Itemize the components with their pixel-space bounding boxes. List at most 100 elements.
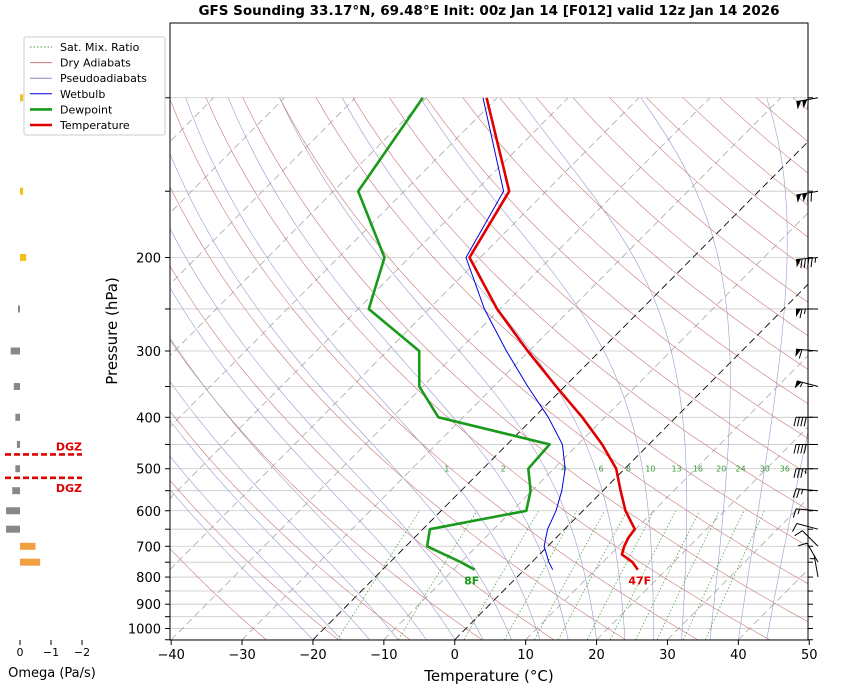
mixing-ratio-line — [534, 510, 606, 640]
x-tick-label: 50 — [801, 648, 818, 663]
x-tick-label: 40 — [730, 648, 747, 663]
dry-adiabat — [279, 97, 808, 584]
barb-flag — [795, 349, 802, 358]
axis-layer: 47F8F−40−30−20−1001020304050100200300400… — [128, 22, 818, 663]
omega-bar — [18, 305, 20, 313]
barb-staff — [796, 380, 819, 387]
mixing-ratio-label: 36 — [780, 465, 790, 474]
mixing-ratio-label: 16 — [693, 465, 703, 474]
isotherm-line — [0, 98, 72, 640]
mixing-ratio-line — [463, 510, 539, 640]
barb-full — [796, 417, 800, 427]
barb-flag — [796, 100, 802, 110]
chart-title: GFS Sounding 33.17°N, 69.48°E Init: 00z … — [198, 3, 779, 19]
barb-full — [807, 258, 810, 268]
barb-flag — [802, 193, 808, 202]
omega-bar — [15, 413, 20, 421]
legend-label: Sat. Mix. Ratio — [60, 41, 140, 54]
pseudoadiabat — [738, 97, 788, 640]
omega-bar — [16, 440, 20, 448]
barb-full — [792, 508, 797, 518]
wind-barb — [792, 523, 819, 532]
y-tick-label: 1000 — [128, 622, 161, 637]
surface-temp-label: 47F — [628, 575, 651, 588]
pseudoadiabat — [518, 97, 688, 640]
barb-full — [798, 349, 803, 359]
mixing-ratio-label: 10 — [645, 465, 655, 474]
dewpoint-line — [356, 97, 551, 571]
legend-label: Dewpoint — [60, 103, 113, 116]
dry-adiabat — [315, 97, 808, 547]
barb-full — [800, 468, 804, 478]
mixing-ratio-label: 30 — [760, 465, 770, 474]
legend-label: Temperature — [59, 119, 130, 132]
pseudoadiabat — [170, 455, 342, 640]
omega-bar — [20, 558, 41, 566]
x-tick-label: −20 — [299, 648, 326, 663]
pseudoadiabat — [279, 97, 597, 640]
mixing-ratio-line — [398, 510, 478, 640]
pseudoadiabat — [766, 430, 808, 640]
barb-staff — [796, 523, 819, 530]
barb-half — [800, 489, 804, 495]
wind-barb — [795, 348, 819, 359]
mixing-ratio-line — [705, 510, 765, 640]
x-tick-label: −40 — [157, 648, 184, 663]
y-tick-label: 800 — [136, 571, 161, 586]
dry-adiabat — [426, 97, 808, 439]
barb-full — [800, 258, 803, 269]
barb-staff — [796, 488, 819, 492]
mixing-ratio-line — [683, 510, 745, 640]
pseudoadiabat — [170, 419, 370, 640]
wind-barb-panel — [792, 97, 819, 578]
omega-bar — [15, 465, 20, 473]
barb-full — [792, 488, 797, 498]
wind-barb — [794, 530, 819, 547]
wind-barb — [793, 468, 818, 478]
dgz-label: DGZ — [56, 482, 82, 495]
legend: Sat. Mix. Ratio Dry Adiabats Pseudoadiabat… — [23, 36, 166, 136]
barb-flag — [802, 99, 808, 109]
barb-staff — [806, 542, 819, 563]
barb-full — [803, 258, 806, 268]
mixing-ratio-label: 6 — [598, 465, 603, 474]
dry-adiabat — [170, 479, 339, 640]
mixing-ratio-label: 24 — [736, 465, 746, 474]
wind-barb — [796, 308, 818, 319]
barb-full — [792, 523, 798, 532]
isotherm-line — [667, 497, 808, 640]
x-tick-label: −10 — [370, 648, 397, 663]
barb-staff — [813, 555, 819, 578]
dry-adiabat — [499, 97, 808, 370]
wind-barb — [792, 508, 819, 518]
dry-adiabat — [242, 97, 808, 623]
mixing-ratio-line — [504, 510, 578, 640]
dgz-label: DGZ — [56, 440, 82, 453]
barb-flag — [796, 308, 801, 317]
y-tick-label: 900 — [136, 598, 161, 613]
wind-barb — [793, 443, 818, 454]
barb-full — [803, 417, 807, 427]
barb-half — [799, 382, 803, 388]
wind-barb — [792, 488, 819, 499]
legend-label: Wetbulb — [60, 88, 105, 101]
pseudoadiabat — [170, 227, 484, 640]
barb-full — [796, 444, 800, 454]
barb-full — [810, 257, 813, 268]
barb-full — [796, 488, 800, 499]
pseudoadiabat — [170, 489, 314, 640]
wind-barb — [796, 257, 819, 269]
mixing-ratio-label: 2 — [501, 465, 506, 474]
omega-tick-label: −1 — [43, 646, 59, 659]
wind-barb — [809, 555, 819, 578]
wind-barb — [794, 380, 819, 389]
barb-flag — [794, 380, 802, 389]
pseudoadiabat — [185, 97, 541, 640]
isotherm-line — [0, 98, 1, 640]
dry-adiabat — [536, 97, 808, 337]
legend-label: Pseudoadiabats — [60, 72, 147, 85]
wind-barb — [793, 416, 818, 427]
x-tick-label: 30 — [659, 648, 676, 663]
omega-bar — [20, 254, 27, 262]
dry-adiabat — [170, 98, 698, 640]
